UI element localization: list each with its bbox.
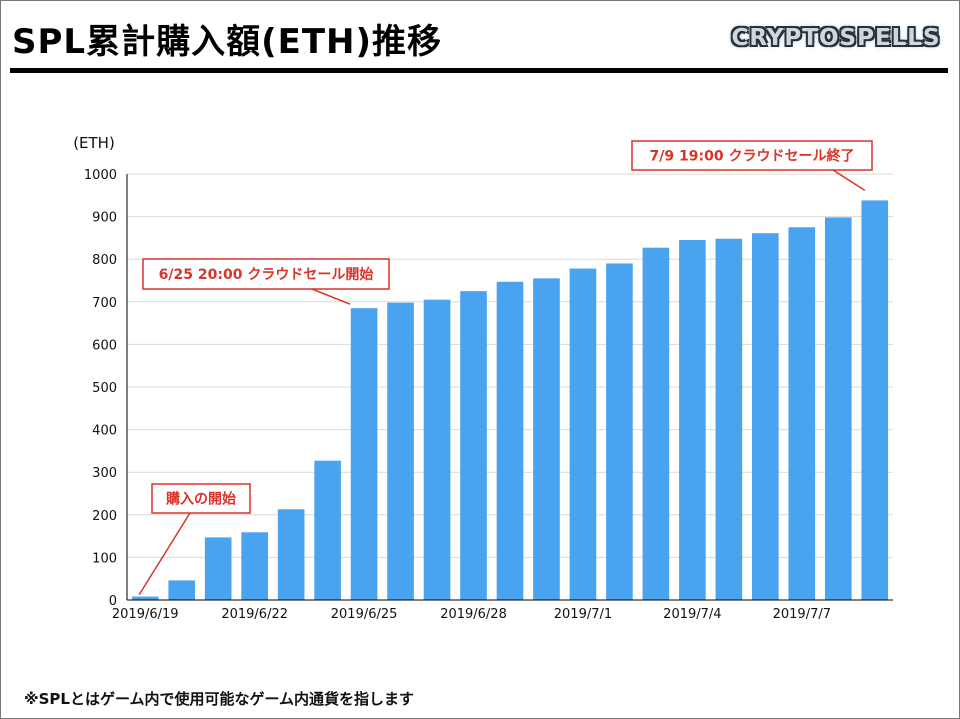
- logo-text: CRYPTOSPELLS: [731, 25, 941, 51]
- callout-leader: [311, 288, 351, 305]
- bar: [423, 299, 451, 600]
- bar: [241, 532, 268, 600]
- x-tick-label: 2019/7/1: [554, 607, 612, 622]
- bar: [606, 263, 633, 600]
- x-tick-label: 2019/7/4: [663, 607, 721, 622]
- bar: [496, 281, 524, 600]
- y-tick-label: 500: [92, 381, 117, 396]
- page-title: SPL累計購入額(ETH)推移: [12, 22, 443, 62]
- bar: [314, 460, 341, 600]
- y-tick-label: 200: [92, 509, 117, 524]
- y-tick-label: 700: [92, 296, 117, 311]
- bar: [533, 278, 560, 600]
- y-tick-label: 800: [92, 253, 117, 268]
- callout-label: 購入の開始: [165, 491, 236, 508]
- x-tick-label: 2019/6/28: [440, 607, 507, 622]
- callout-box: [631, 140, 873, 171]
- bar: [131, 596, 159, 600]
- x-tick-label: 2019/6/25: [331, 607, 398, 622]
- x-tick-label: 2019/6/19: [112, 607, 179, 622]
- callout-label: 7/9 19:00 クラウドセール終了: [650, 148, 855, 165]
- callout-leader: [138, 512, 191, 595]
- bar: [861, 200, 889, 601]
- y-tick-label: 600: [92, 338, 117, 353]
- title-divider: [10, 68, 948, 73]
- bar: [569, 268, 597, 600]
- y-axis-label: (ETH): [73, 134, 115, 152]
- y-tick-label: 900: [92, 211, 117, 226]
- cryptospells-logo: CRYPTOSPELLS: [725, 14, 947, 62]
- y-tick-label: 0: [109, 594, 117, 609]
- callout-box: [151, 483, 251, 514]
- bar: [788, 227, 816, 600]
- bar: [204, 537, 232, 600]
- y-tick-label: 300: [92, 466, 117, 481]
- bar: [752, 233, 779, 601]
- bar: [642, 247, 670, 600]
- y-tick-label: 100: [92, 551, 117, 566]
- x-tick-label: 2019/6/22: [221, 607, 288, 622]
- bar: [350, 308, 378, 600]
- callout-label: 6/25 20:00 クラウドセール開始: [159, 266, 374, 283]
- bar: [679, 240, 706, 600]
- y-tick-label: 400: [92, 424, 117, 439]
- x-tick-label: 2019/7/7: [773, 607, 831, 622]
- footnote: ※SPLとはゲーム内で使用可能なゲーム内通貨を指します: [24, 690, 415, 708]
- callout-leader: [832, 169, 866, 192]
- bar: [715, 238, 743, 600]
- bar: [460, 291, 487, 600]
- y-tick-label: 1000: [84, 168, 117, 183]
- bar: [277, 509, 305, 600]
- bar: [387, 302, 414, 600]
- bar: [168, 580, 196, 600]
- bar: [824, 217, 852, 600]
- callout-box: [142, 258, 390, 290]
